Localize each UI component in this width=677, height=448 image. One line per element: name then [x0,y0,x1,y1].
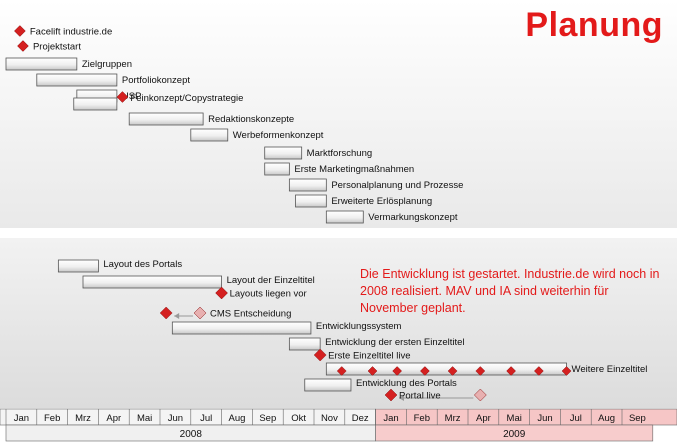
month-label: Mai [137,413,152,424]
task-label: Feinkonzept/Copystrategie [130,93,243,104]
month-label: Jan [383,413,398,424]
month-label: Nov [321,413,338,424]
milestone-marker [561,366,572,376]
milestone-label: Erste Einzeltitel live [328,351,410,362]
top-section-bg [0,0,677,228]
milestone-label: CMS Entscheidung [210,309,291,320]
month-label: Jul [200,413,212,424]
task-bar [128,112,204,126]
task-label: Entwicklungssystem [316,321,402,332]
milestone-marker [116,91,129,103]
month-label: Sep [259,413,276,424]
task-label: Weitere Einzeltitel [572,364,648,375]
task-label: Zielgruppen [82,59,132,70]
task-label: Personalplanung und Prozesse [331,180,463,191]
task-bar [264,162,290,176]
task-bar [288,337,321,351]
month-label: Apr [476,413,491,424]
task-label: Entwicklung des Portals [356,378,457,389]
task-bar [325,210,364,224]
month-label: Jan [14,413,29,424]
task-label: Vermarkungskonzept [368,212,458,223]
section-divider [0,228,677,238]
month-label: Jun [537,413,552,424]
month-label: Jun [168,413,183,424]
milestone-marker [447,366,458,376]
task-label: Erste Marketingmaßnahmen [294,164,414,175]
month-label: Sep [629,413,646,424]
task-label: Erweiterte Erlösplanung [331,196,432,207]
milestone-marker [159,306,173,320]
task-label: Marktforschung [307,148,372,159]
month-label: Okt [291,413,306,424]
shift-arrow-head [399,395,404,401]
month-label: Apr [106,413,121,424]
task-bar [5,57,78,71]
milestone-marker [533,366,544,376]
milestone-marker [475,366,486,376]
month-label: Feb [414,413,430,424]
year-label: 2008 [180,429,203,440]
task-bar [288,178,327,192]
year-label: 2009 [503,429,526,440]
month-label: Aug [229,413,246,424]
task-label: Portfoliokonzept [122,75,190,86]
status-note: Die Entwicklung ist gestartet. Industrie… [360,267,660,315]
milestone-marker [313,348,327,362]
task-label: Redaktionskonzepte [208,114,294,125]
task-label: Werbeformenkonzept [233,130,324,141]
milestone-marker-faded [473,388,487,402]
task-bar [36,73,118,87]
month-label: Jul [570,413,582,424]
task-bar [295,194,327,208]
year-band [375,424,654,442]
milestone-marker [14,25,26,37]
task-bar [325,362,567,376]
task-bar [171,321,312,335]
milestone-label: Facelift industrie.de [30,27,112,38]
month-label: Mrz [75,413,91,424]
month-label: Dez [352,413,369,424]
month-label: Mrz [445,413,461,424]
milestone-label: Layouts liegen vor [230,289,307,300]
milestone-marker-faded [193,306,207,320]
milestone-marker [336,366,347,376]
task-bar [57,259,99,273]
month-label: Mai [507,413,522,424]
milestone-marker [367,366,378,376]
task-bar [264,146,303,160]
shift-arrow-head [174,313,180,319]
milestone-marker [384,388,398,402]
milestone-marker [420,366,430,376]
task-bar [190,128,229,142]
task-label: Layout des Portals [103,259,182,270]
month-label: Aug [598,413,615,424]
month-label: Feb [44,413,60,424]
milestone-label: Portal live [399,391,441,402]
task-bar [304,378,352,392]
milestone-label: Projektstart [33,42,81,53]
task-bar [73,97,118,111]
milestone-marker [215,286,228,300]
milestone-marker [17,40,29,52]
task-label: Layout der Einzeltitel [227,275,315,286]
task-label: USP [122,91,142,102]
milestone-marker [392,366,403,376]
task-bar [82,275,223,289]
page-title: Planung [525,6,663,44]
milestone-marker [506,366,516,376]
task-label: Entwicklung der ersten Einzeltitel [325,337,464,348]
